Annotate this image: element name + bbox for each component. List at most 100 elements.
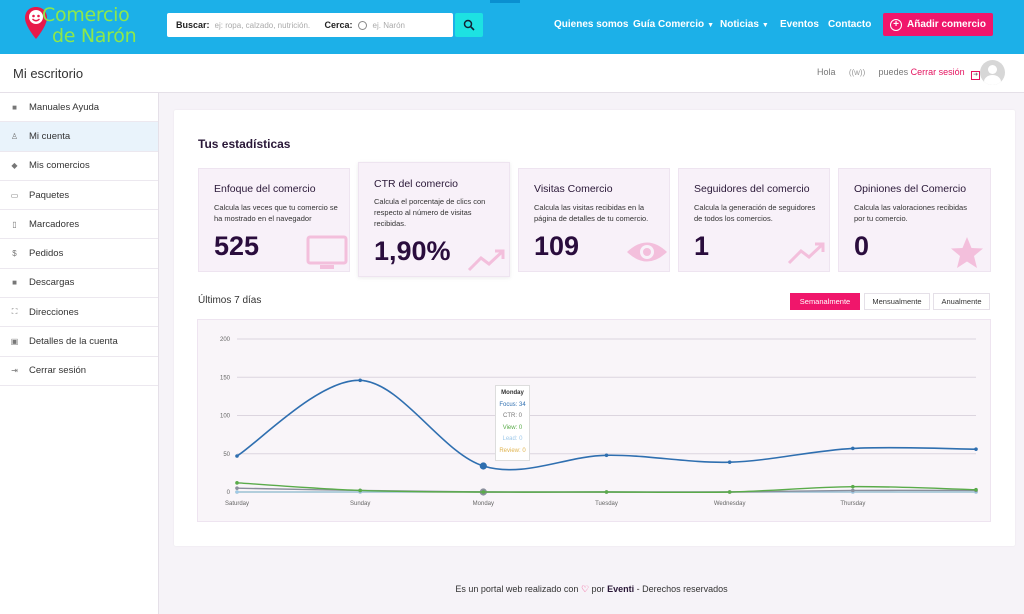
nav-about[interactable]: Quienes somos bbox=[554, 19, 629, 30]
stat-value: 109 bbox=[534, 231, 580, 261]
tooltip-focus: Focus: 34 bbox=[499, 401, 526, 408]
top-navbar: Comercio de Narón Buscar: ej: ropa, calz… bbox=[0, 0, 1024, 54]
stat-description: Calcula la generación de seguidores de t… bbox=[694, 203, 816, 223]
stat-description: Calcula el porcentaje de clics con respe… bbox=[374, 197, 486, 228]
sidebar-item-label: Manuales Ayuda bbox=[29, 101, 100, 113]
sidebar-item-label: Direcciones bbox=[29, 306, 79, 318]
tab-yearly[interactable]: Anualmente bbox=[933, 293, 990, 310]
search-input[interactable]: ej: ropa, calzado, nutrición. bbox=[214, 20, 311, 30]
data-point-focus bbox=[235, 454, 239, 458]
x-tick-label: Thursday bbox=[840, 501, 865, 507]
search-button[interactable] bbox=[455, 13, 483, 37]
chevron-down-icon: ▼ bbox=[761, 22, 769, 29]
sidebar-item-label: Descargas bbox=[29, 277, 75, 289]
search-label: Buscar: bbox=[176, 20, 210, 30]
stat-description: Calcula las valoraciones recibidas por t… bbox=[854, 203, 967, 223]
sidebar-item-label: Mi cuenta bbox=[29, 130, 71, 142]
near-input[interactable]: ej. Narón bbox=[372, 20, 405, 30]
greeting: Hola ((w)) puedes Cerrar sesión ➜ bbox=[817, 67, 981, 80]
footer: Es un portal web realizado con ♡ por Eve… bbox=[159, 584, 1024, 595]
nav-news[interactable]: Noticias ▼ bbox=[720, 19, 769, 30]
site-logo[interactable]: Comercio de Narón bbox=[22, 4, 152, 50]
user-icon: ♙ bbox=[10, 131, 19, 141]
monitor-icon bbox=[306, 235, 348, 269]
chart-tooltip: Monday Focus: 34 CTR: 0 View: 0 Lead: 0 … bbox=[495, 385, 530, 461]
x-tick-label: Wednesday bbox=[714, 501, 746, 507]
trend-icon bbox=[787, 242, 825, 265]
data-point-lead bbox=[235, 490, 239, 494]
y-tick-label: 0 bbox=[227, 490, 231, 496]
tooltip-lead: Lead: 0 bbox=[502, 436, 523, 442]
download-icon: ■ bbox=[12, 278, 17, 288]
data-point-focus bbox=[358, 378, 362, 383]
stats-panel: Tus estadísticas Enfoque del comercio Ca… bbox=[174, 110, 1015, 546]
bookmark-icon: ▯ bbox=[12, 219, 17, 229]
period-label: Últimos 7 días bbox=[198, 295, 262, 306]
stat-card-visits: Visitas Comercio Calcula las visitas rec… bbox=[518, 168, 670, 272]
nav-contact[interactable]: Contacto bbox=[828, 19, 872, 30]
sidebar-item-businesses[interactable]: ◆ Mis comercios bbox=[0, 152, 158, 181]
sidebar-item-manuals[interactable]: ■ Manuales Ayuda bbox=[0, 93, 158, 123]
logout-icon: ⇥ bbox=[11, 366, 18, 376]
stat-value: 525 bbox=[214, 231, 260, 261]
sidebar-item-bookmarks[interactable]: ▯ Marcadores bbox=[0, 210, 158, 240]
footer-company-link[interactable]: Eventi bbox=[607, 584, 635, 594]
tab-weekly[interactable]: Semanalmente bbox=[790, 293, 860, 310]
stat-card-focus: Enfoque del comercio Calcula las veces q… bbox=[198, 168, 350, 272]
sidebar-item-label: Pedidos bbox=[29, 248, 64, 260]
stats-title: Tus estadísticas bbox=[198, 137, 291, 151]
logout-icon[interactable]: ➜ bbox=[971, 71, 981, 80]
avatar[interactable] bbox=[980, 60, 1005, 85]
tooltip-ctr: CTR: 0 bbox=[502, 413, 522, 419]
nav-guide[interactable]: Guía Comercio ▼ bbox=[633, 19, 714, 30]
data-point-ctr bbox=[235, 486, 239, 490]
stat-heading: Seguidores del comercio bbox=[694, 183, 810, 195]
sidebar-item-account-details[interactable]: ▣ Detalles de la cuenta bbox=[0, 327, 158, 357]
sidebar-item-addresses[interactable]: ⛶ Direcciones bbox=[0, 298, 158, 328]
page-title: Mi escritorio bbox=[13, 66, 84, 81]
data-point-focus bbox=[974, 447, 978, 451]
sidebar-item-account[interactable]: ♙ Mi cuenta bbox=[0, 122, 158, 152]
sidebar-item-label: Cerrar sesión bbox=[29, 365, 87, 377]
add-business-label: Añadir comercio bbox=[907, 19, 986, 30]
sidebar: ■ Manuales Ayuda ♙ Mi cuenta ◆ Mis comercio… bbox=[0, 93, 159, 614]
sidebar-item-downloads[interactable]: ■ Descargas bbox=[0, 269, 158, 299]
username: ((w)) bbox=[848, 68, 866, 77]
footer-suffix: - Derechos reservados bbox=[636, 584, 728, 594]
y-tick-label: 50 bbox=[223, 452, 230, 458]
data-point-focus bbox=[727, 460, 732, 464]
sidebar-item-packages[interactable]: ▭ Paquetes bbox=[0, 181, 158, 211]
stat-heading: Visitas Comercio bbox=[534, 183, 613, 195]
data-point-view bbox=[851, 484, 855, 489]
logout-link[interactable]: Cerrar sesión bbox=[910, 67, 965, 77]
stat-card-ctr: CTR del comercio Calcula el porcentaje d… bbox=[358, 162, 510, 277]
sidebar-item-logout[interactable]: ⇥ Cerrar sesión bbox=[0, 357, 158, 386]
line-chart: 0 50 100 150 200 Saturday Sunday Monday Tuesday W… bbox=[220, 337, 978, 507]
dollar-icon: $ bbox=[12, 249, 17, 259]
add-business-button[interactable]: + Añadir comercio bbox=[883, 13, 993, 36]
id-card-icon: ▣ bbox=[10, 337, 19, 347]
footer-prefix: Es un portal web realizado con bbox=[455, 584, 579, 594]
trend-icon bbox=[467, 249, 505, 272]
data-point-focus bbox=[851, 446, 855, 451]
dashboard-header: Mi escritorio Hola ((w)) puedes Cerrar s… bbox=[0, 54, 1024, 93]
locate-icon[interactable] bbox=[357, 20, 367, 30]
data-point-focus bbox=[479, 462, 487, 470]
stat-value: 1,90% bbox=[374, 236, 451, 266]
logo-line2: de Narón bbox=[52, 25, 137, 47]
nav-events[interactable]: Eventos bbox=[780, 19, 819, 30]
stat-description: Calcula las visitas recibidas en la pági… bbox=[534, 203, 649, 223]
sidebar-item-label: Marcadores bbox=[29, 218, 80, 230]
logo-line1: Comercio bbox=[42, 4, 130, 26]
tab-monthly[interactable]: Mensualmente bbox=[864, 293, 930, 310]
sidebar-item-orders[interactable]: $ Pedidos bbox=[0, 239, 158, 269]
data-point-ctr bbox=[851, 488, 855, 493]
avatar-head bbox=[988, 65, 997, 74]
layers-icon: ◆ bbox=[11, 161, 18, 171]
book-icon: ■ bbox=[12, 102, 17, 112]
chevron-down-icon: ▼ bbox=[707, 22, 715, 29]
heart-icon: ♡ bbox=[580, 584, 590, 594]
greeting-hello: Hola bbox=[817, 67, 836, 77]
tooltip-view: View: 0 bbox=[502, 424, 523, 431]
stat-heading: Enfoque del comercio bbox=[214, 183, 316, 195]
